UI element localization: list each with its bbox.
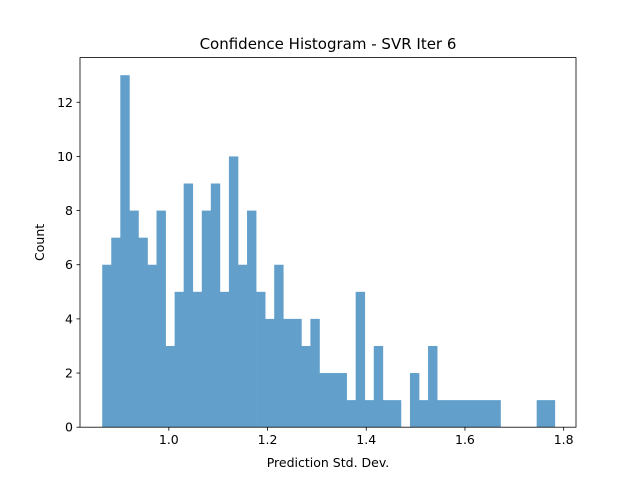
histogram-bar: [228, 156, 239, 428]
x-tick-label: 1.6: [455, 432, 475, 447]
histogram-bar: [111, 237, 121, 428]
histogram-bar: [174, 291, 185, 428]
histogram-bar: [256, 291, 266, 428]
y-tick-label: 4: [65, 311, 73, 326]
y-tick-label: 2: [65, 366, 73, 381]
histogram-bar: [473, 400, 483, 428]
histogram-bar: [138, 237, 148, 428]
histogram-bar: [147, 264, 157, 428]
y-axis-ticks: 0 2 4 6 8 10 12: [57, 95, 80, 435]
x-tick-label: 1.2: [258, 432, 278, 447]
plot-area-frame: [79, 57, 577, 428]
histogram-bar: [265, 318, 275, 428]
histogram-bar: [409, 373, 420, 428]
histogram-bar: [428, 345, 438, 428]
histogram-bar: [201, 210, 212, 428]
histogram-bar: [364, 400, 375, 428]
histogram-bar: [446, 400, 456, 428]
histogram-bar: [310, 318, 320, 428]
histogram-bar: [482, 400, 492, 428]
histogram-bar: [373, 345, 384, 428]
histogram-bar: [455, 400, 465, 428]
histogram-bar: [319, 373, 329, 428]
histogram-bar: [219, 291, 230, 428]
histogram-bar: [192, 291, 203, 428]
histogram-bar: [545, 400, 556, 428]
histogram-bar: [237, 264, 248, 428]
y-tick-label: 12: [57, 95, 73, 110]
x-axis-ticks: 1.0 1.2 1.4 1.6 1.8: [159, 427, 574, 447]
y-tick-label: 0: [65, 420, 73, 435]
histogram-bar: [355, 291, 366, 428]
histogram-bar: [292, 318, 302, 428]
histogram-bar: [382, 400, 393, 428]
y-tick-label: 6: [65, 257, 73, 272]
histogram-bar: [437, 400, 447, 428]
y-tick-label: 8: [65, 203, 73, 218]
histogram-bar: [183, 183, 194, 428]
histogram-bar: [337, 373, 347, 428]
histogram-bar: [210, 183, 221, 428]
histogram-bar: [419, 400, 429, 428]
histogram-bar: [120, 75, 130, 428]
histogram-bar: [536, 400, 547, 428]
x-tick-label: 1.0: [159, 432, 179, 447]
histogram-bar: [274, 264, 284, 428]
x-axis-label: Prediction Std. Dev.: [267, 455, 390, 470]
histogram-bar: [165, 345, 175, 428]
histogram-bar: [346, 400, 356, 428]
histogram-bar: [301, 345, 311, 428]
histogram-bar: [283, 318, 293, 428]
histogram-bar: [391, 400, 402, 428]
histogram-bar: [129, 210, 139, 428]
histogram-bar: [102, 264, 112, 428]
histogram-bars: [102, 75, 556, 428]
histogram-bar: [156, 210, 166, 428]
chart-title: Confidence Histogram - SVR Iter 6: [200, 35, 457, 53]
histogram-bar: [247, 210, 257, 428]
x-tick-label: 1.8: [554, 432, 574, 447]
histogram-bar: [491, 400, 501, 428]
x-tick-label: 1.4: [356, 432, 376, 447]
y-tick-label: 10: [57, 149, 73, 164]
histogram-bar: [328, 373, 338, 428]
histogram-bar: [464, 400, 474, 428]
y-axis-label: Count: [32, 224, 47, 261]
